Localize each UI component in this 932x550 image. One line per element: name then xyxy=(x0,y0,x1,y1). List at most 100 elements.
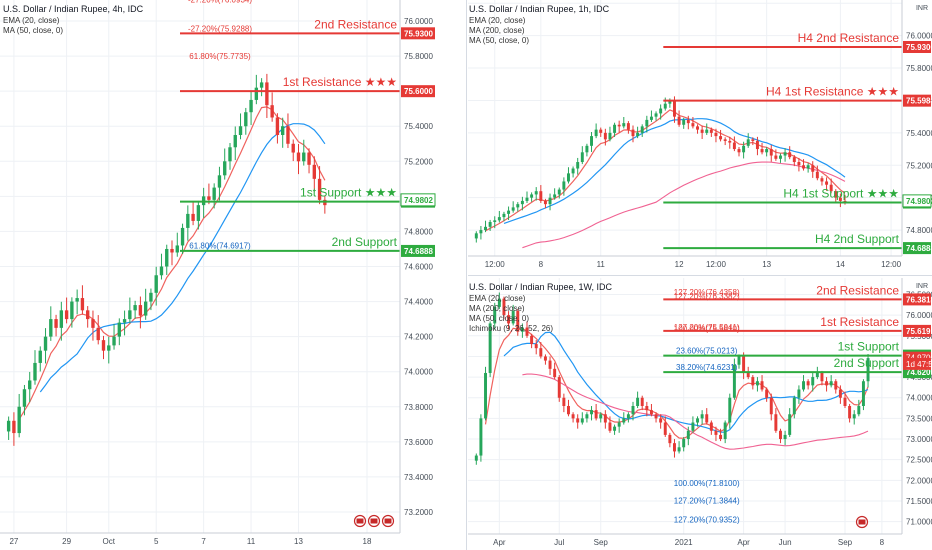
candle-body xyxy=(613,426,617,431)
candle-body xyxy=(659,108,663,114)
time-tick-label: 12:00 xyxy=(881,260,902,269)
candle-body xyxy=(567,406,570,415)
indicator-legend-item[interactable]: MA (200, close) xyxy=(469,304,525,313)
candle-body xyxy=(700,129,704,133)
candle-body xyxy=(43,336,48,351)
candle-body xyxy=(645,119,649,127)
candle-body xyxy=(686,119,690,124)
candle-body xyxy=(191,213,195,221)
candle-body xyxy=(196,205,201,221)
candle-body xyxy=(180,227,185,246)
candle-body xyxy=(223,161,227,176)
level-lines: 2nd Resistance 1st Resistance 1st Support 2… xyxy=(663,283,902,374)
time-tick-label: 2021 xyxy=(675,538,693,547)
candle-body xyxy=(484,226,487,231)
candle-body xyxy=(534,191,538,195)
price-tick-label: 75.4000 xyxy=(906,129,932,138)
candle-body xyxy=(186,213,190,228)
candle-body xyxy=(788,414,792,435)
indicator-legend-item[interactable]: MA (50, close, 0) xyxy=(3,26,63,35)
chart-1w-panel[interactable]: 2nd Resistance 1st Resistance 1st Support 2… xyxy=(468,278,932,550)
candle-body xyxy=(774,155,778,159)
panel-divider-vertical xyxy=(466,0,467,550)
candle-body xyxy=(654,414,658,419)
candle-body xyxy=(866,358,870,382)
candle-body xyxy=(281,126,285,136)
time-tick-label: Jul xyxy=(554,538,564,547)
ma200-line xyxy=(522,161,846,249)
fib-label: 127.20%(75.5941) xyxy=(674,323,740,332)
candle-body xyxy=(275,117,280,136)
candle-body xyxy=(580,152,584,163)
fib-label: 23.60%(75.0213) xyxy=(676,347,738,356)
panel-divider-horizontal xyxy=(468,275,932,276)
candle-body xyxy=(696,418,699,423)
indicator-legend-item[interactable]: MA (200, close) xyxy=(469,26,525,35)
candle-body xyxy=(516,204,520,208)
candle-body xyxy=(626,123,630,130)
candle-body xyxy=(576,418,580,423)
candle-body xyxy=(751,377,755,386)
price-axis: 73.2000 73.4000 73.6000 73.8000 74.0000 74.20… xyxy=(399,0,436,533)
candle-body xyxy=(617,422,621,427)
candle-body xyxy=(101,340,106,351)
currency-badge: INR xyxy=(916,5,928,12)
candle-body xyxy=(228,147,232,162)
indicator-legend-item[interactable]: EMA (20, close) xyxy=(469,16,526,25)
price-axis: 74.800075.000075.200075.400075.600075.80… xyxy=(901,0,932,256)
candle-body xyxy=(797,389,801,398)
candle-body xyxy=(843,397,847,406)
us-flag-icon-stripe xyxy=(370,518,378,524)
candle-body xyxy=(254,87,259,100)
time-tick-label: 14 xyxy=(836,260,845,269)
resistance-label: H4 2nd Resistance xyxy=(798,31,900,45)
candle-body xyxy=(484,372,487,419)
price-tick-label: 75.2000 xyxy=(404,157,433,166)
candle-body xyxy=(723,139,727,141)
us-flag-icon-stripe xyxy=(356,518,364,524)
support-label: H4 2nd Support xyxy=(815,232,900,246)
resistance-label: H4 1st Resistance ★★★ xyxy=(766,85,899,99)
price-tag xyxy=(400,193,436,207)
indicator-legend-item[interactable]: EMA (20, close) xyxy=(469,294,526,303)
price-tag-label: 75.9300 xyxy=(404,29,433,38)
indicator-legend-item[interactable]: EMA (20, close) xyxy=(3,16,60,25)
candle-body xyxy=(723,422,727,440)
candle-body xyxy=(507,210,511,214)
candle-body xyxy=(792,397,796,415)
chart-4h-panel[interactable]: 2nd Resistance 1st Resistance ★★★ 1st Supp… xyxy=(0,0,436,550)
price-tag-label: 75.9300 xyxy=(906,43,932,52)
chart-1h-panel[interactable]: H4 2nd Resistance H4 1st Resistance ★★★ H4… xyxy=(468,0,932,272)
candle-body xyxy=(783,152,787,156)
fib-label: -27.20%(76.0934) xyxy=(188,0,252,5)
candle-body xyxy=(783,434,787,440)
indicator-legend-item[interactable]: MA (50, close, 0) xyxy=(469,36,529,45)
indicator-legend-item[interactable]: Ichimoku (9, 26, 52, 26) xyxy=(469,324,553,333)
candle-body xyxy=(696,126,699,130)
candle-body xyxy=(217,175,222,188)
candlesticks xyxy=(474,96,847,243)
candle-body xyxy=(834,381,838,390)
candle-body xyxy=(133,305,137,311)
indicator-legend-item[interactable]: MA (50, close, 0) xyxy=(469,314,529,323)
candle-body xyxy=(594,129,598,137)
candle-body xyxy=(479,230,483,234)
candle-body xyxy=(33,362,37,381)
price-tag-label: 75.5988 xyxy=(906,97,932,106)
candle-body xyxy=(829,184,833,192)
candle-body xyxy=(709,129,713,133)
time-tick-label: 7 xyxy=(201,537,206,546)
price-tick-label: 75.4000 xyxy=(404,122,433,131)
price-tick-label: 76.0000 xyxy=(404,17,433,26)
candle-body xyxy=(128,310,132,320)
candle-body xyxy=(534,344,538,349)
candle-body xyxy=(594,410,598,419)
candle-body xyxy=(86,310,90,320)
candle-body xyxy=(530,194,534,198)
currency-badge: INR xyxy=(916,283,928,290)
price-tag-label: 74.6209 xyxy=(906,368,932,377)
candle-body xyxy=(792,157,796,163)
time-axis: Apr Jul Sep 2021 Apr Jun Sep 8 xyxy=(468,533,902,547)
price-tag xyxy=(903,40,931,53)
candle-body xyxy=(154,275,158,293)
